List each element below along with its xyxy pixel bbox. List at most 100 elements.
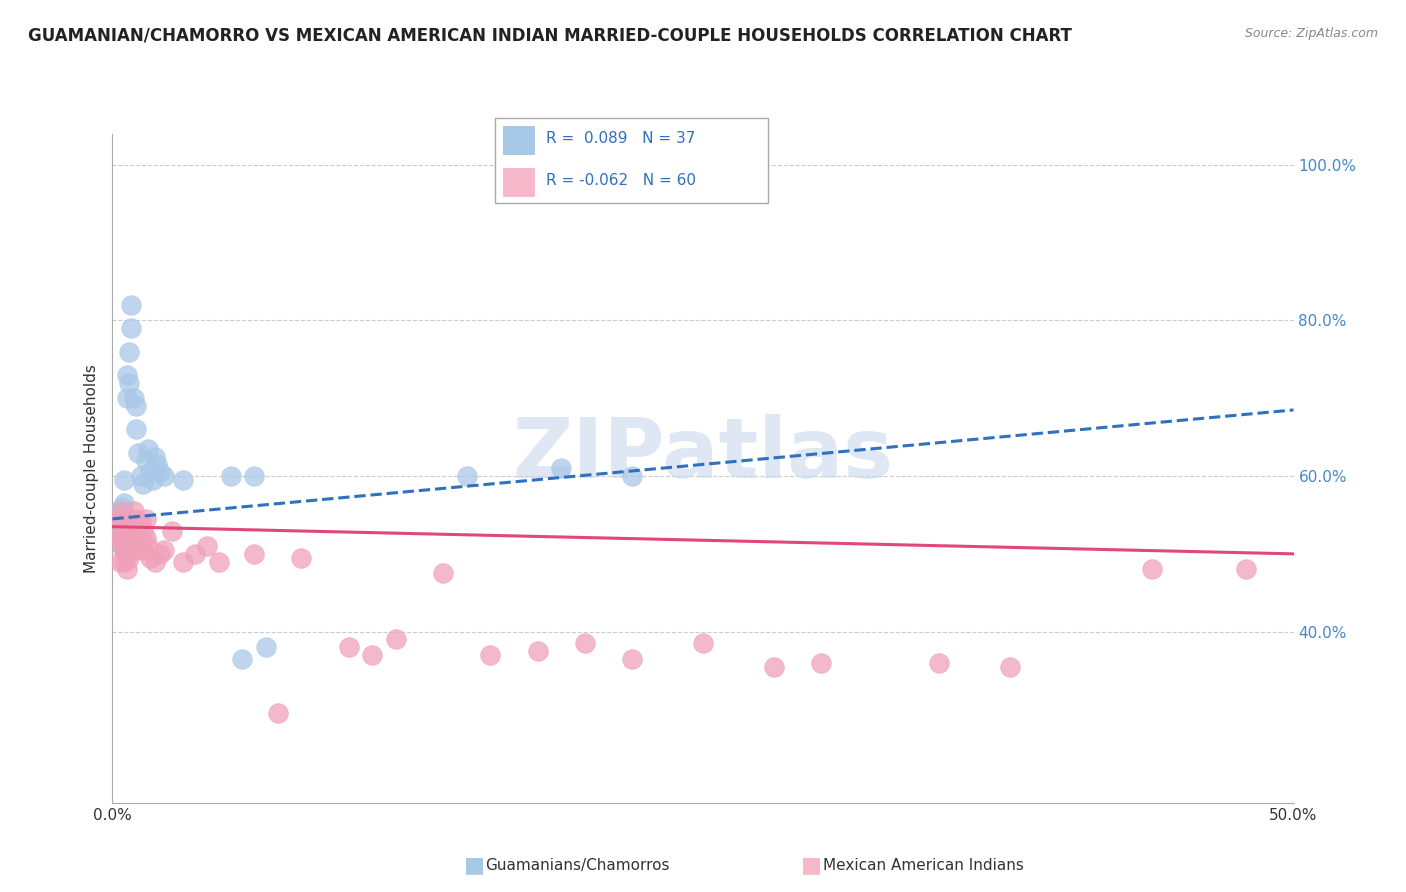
- Point: [125, 519, 148, 533]
- Point: [127, 531, 149, 545]
- Point: [118, 344, 141, 359]
- Point: [122, 512, 145, 526]
- Point: [111, 500, 134, 515]
- Point: [125, 399, 148, 413]
- Point: [136, 442, 159, 456]
- Point: [143, 555, 166, 569]
- Point: [172, 473, 194, 487]
- Point: [139, 465, 162, 479]
- Point: [160, 524, 183, 538]
- Point: [108, 555, 131, 569]
- Point: [928, 656, 950, 670]
- Point: [385, 632, 408, 647]
- Point: [550, 461, 572, 475]
- Point: [135, 512, 157, 526]
- Point: [125, 422, 148, 436]
- Point: [125, 543, 148, 558]
- Point: [120, 535, 142, 549]
- Point: [111, 539, 134, 553]
- Point: [132, 524, 155, 538]
- Point: [139, 550, 162, 565]
- Point: [810, 656, 832, 670]
- Point: [432, 566, 454, 581]
- Point: [143, 450, 166, 464]
- Point: [118, 550, 141, 565]
- Point: [120, 298, 142, 312]
- Point: [108, 531, 131, 545]
- Bar: [503, 126, 534, 154]
- Point: [111, 527, 134, 541]
- Point: [762, 659, 785, 673]
- Text: R = -0.062   N = 60: R = -0.062 N = 60: [546, 173, 696, 187]
- Point: [105, 512, 128, 526]
- Point: [361, 648, 384, 662]
- Point: [120, 524, 142, 538]
- Point: [337, 640, 360, 655]
- Point: [135, 531, 157, 545]
- Point: [621, 469, 644, 483]
- Point: [112, 496, 135, 510]
- Point: [692, 636, 714, 650]
- Point: [267, 706, 290, 721]
- Bar: [503, 168, 534, 196]
- Point: [108, 519, 131, 533]
- Point: [120, 321, 142, 335]
- Point: [112, 543, 135, 558]
- Point: [243, 547, 266, 561]
- Point: [172, 555, 194, 569]
- Point: [1234, 562, 1257, 576]
- Point: [115, 531, 138, 545]
- Point: [195, 539, 218, 553]
- Point: [526, 644, 548, 658]
- Point: [122, 504, 145, 518]
- Point: [111, 539, 134, 553]
- Text: ■: ■: [464, 855, 485, 875]
- Point: [112, 473, 135, 487]
- Point: [142, 473, 165, 487]
- Point: [115, 547, 138, 561]
- FancyBboxPatch shape: [495, 118, 768, 203]
- Point: [132, 476, 155, 491]
- Point: [153, 469, 176, 483]
- Point: [112, 543, 135, 558]
- Point: [118, 376, 141, 390]
- Point: [118, 535, 141, 549]
- Point: [112, 555, 135, 569]
- Point: [574, 636, 596, 650]
- Text: Source: ZipAtlas.com: Source: ZipAtlas.com: [1244, 27, 1378, 40]
- Point: [129, 516, 152, 530]
- Point: [456, 469, 478, 483]
- Point: [146, 458, 169, 472]
- Point: [479, 648, 502, 662]
- Point: [184, 547, 207, 561]
- Point: [115, 368, 138, 382]
- Point: [111, 504, 134, 518]
- Point: [254, 640, 277, 655]
- Y-axis label: Married-couple Households: Married-couple Households: [83, 364, 98, 573]
- Point: [125, 531, 148, 545]
- Point: [122, 392, 145, 406]
- Point: [219, 469, 242, 483]
- Point: [111, 512, 134, 526]
- Point: [112, 527, 135, 541]
- Point: [136, 539, 159, 553]
- Point: [108, 504, 131, 518]
- Point: [129, 469, 152, 483]
- Point: [153, 543, 176, 558]
- Point: [998, 659, 1021, 673]
- Point: [115, 392, 138, 406]
- Point: [127, 516, 149, 530]
- Text: Guamanians/Chamorros: Guamanians/Chamorros: [485, 858, 669, 872]
- Point: [129, 539, 152, 553]
- Point: [231, 652, 253, 666]
- Point: [127, 446, 149, 460]
- Point: [149, 547, 172, 561]
- Point: [1140, 562, 1163, 576]
- Text: ZIPatlas: ZIPatlas: [513, 415, 893, 495]
- Point: [621, 652, 644, 666]
- Point: [118, 519, 141, 533]
- Text: ■: ■: [801, 855, 823, 875]
- Point: [108, 516, 131, 530]
- Point: [132, 543, 155, 558]
- Text: GUAMANIAN/CHAMORRO VS MEXICAN AMERICAN INDIAN MARRIED-COUPLE HOUSEHOLDS CORRELAT: GUAMANIAN/CHAMORRO VS MEXICAN AMERICAN I…: [28, 27, 1071, 45]
